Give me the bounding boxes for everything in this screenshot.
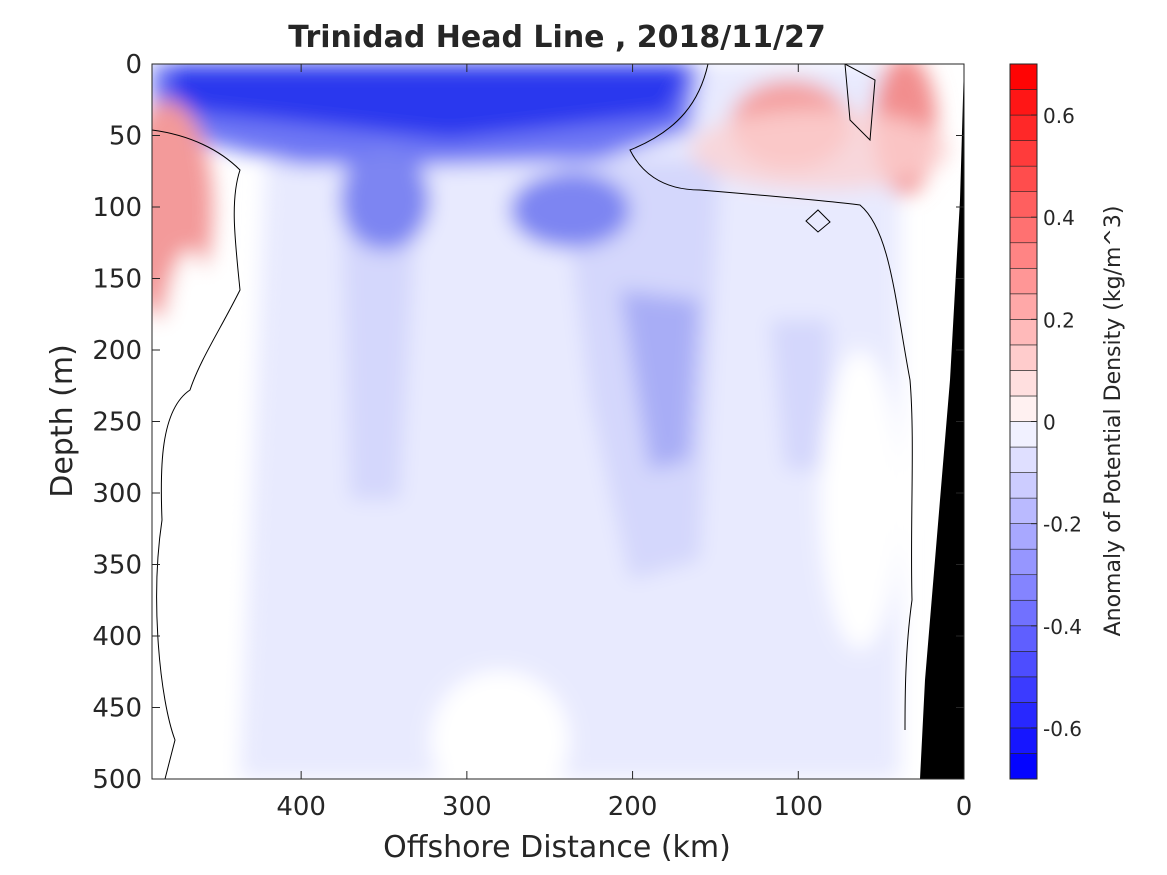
white-pocket-bottom: [430, 670, 570, 779]
colorbar-swatch: [1009, 702, 1038, 729]
y-tick-label: 200: [92, 336, 142, 366]
y-tick-label: 50: [109, 122, 142, 152]
colorbar-swatch: [1009, 651, 1038, 678]
colorbar-swatch: [1009, 216, 1038, 244]
y-tick-label: 450: [92, 694, 142, 724]
subsurface-negative-lobe-250km: [510, 172, 630, 248]
y-tick-label: 350: [92, 551, 142, 581]
colorbar-ticks: 0.6 0.4 0.2 0 -0.2 -0.4 -0.6: [1031, 104, 1082, 741]
colorbar-swatch: [1009, 293, 1038, 320]
colorbar-tick-label: 0: [1043, 411, 1056, 435]
zero-contour-cap: [844, 64, 876, 142]
y-tick-label: 400: [92, 622, 142, 652]
surface-negative-core: [170, 64, 690, 140]
zero-contour-diamond: [805, 209, 831, 233]
x-tick-label: 100: [773, 792, 823, 822]
colorbar-swatch: [1009, 242, 1038, 269]
anomaly-field: [152, 64, 964, 779]
x-axis-label: Offshore Distance (km): [383, 830, 731, 865]
x-tick-label: 300: [442, 792, 492, 822]
y-tick-label: 100: [92, 193, 142, 223]
colorbar-swatch: [1009, 114, 1038, 141]
colorbar-swatch: [1009, 63, 1038, 90]
nearshore-weak-positive: [690, 110, 950, 190]
colorbar-tick-label: -0.4: [1043, 615, 1082, 639]
y-tick-label: 300: [92, 479, 142, 509]
colorbar-swatch: [1009, 548, 1038, 576]
colorbar: [1009, 63, 1038, 780]
colorbar-swatch: [1009, 599, 1038, 627]
colorbar-tick-label: 0.4: [1043, 206, 1075, 230]
zero-contour-east: [629, 64, 913, 731]
x-tick-label: 400: [276, 792, 326, 822]
y-tick-label: 250: [92, 408, 142, 438]
colorbar-swatch: [1009, 676, 1038, 703]
y-axis-label: Depth (m): [45, 344, 80, 498]
y-tick-label: 150: [92, 265, 142, 295]
colorbar-swatch: [1009, 319, 1038, 346]
white-pocket-west: [152, 250, 230, 779]
colorbar-swatch: [1009, 625, 1038, 652]
x-tick-label: 0: [956, 792, 973, 822]
colorbar-swatch: [1009, 344, 1038, 371]
zero-contour-west: [152, 129, 241, 779]
deep-negative-column-180km: [620, 290, 700, 470]
colorbar-swatch: [1009, 497, 1038, 524]
colorbar-swatch: [1009, 191, 1038, 218]
colorbar-swatch: [1009, 370, 1038, 397]
colorbar-swatch: [1009, 395, 1038, 422]
colorbar-swatch: [1009, 753, 1038, 780]
colorbar-tick-label: 0.6: [1043, 104, 1075, 128]
colorbar-swatch: [1009, 727, 1038, 754]
x-axis: 400 300 200 100 0: [276, 64, 972, 822]
white-pocket-east: [820, 350, 900, 650]
colorbar-swatch: [1009, 421, 1038, 448]
colorbar-swatch: [1009, 574, 1038, 601]
colorbar-tick-label: -0.2: [1043, 513, 1082, 537]
chart-title: Trinidad Head Line , 2018/11/27: [288, 20, 825, 55]
colorbar-tick-label: 0.2: [1043, 308, 1075, 332]
colorbar-swatch: [1009, 165, 1038, 192]
colorbar-label: Anomaly of Potential Density (kg/m^3): [1101, 206, 1126, 637]
colorbar-swatch: [1009, 89, 1038, 116]
bathymetry: [920, 64, 964, 779]
subsurface-negative-lobe-350km: [340, 150, 430, 250]
colorbar-swatch: [1009, 523, 1038, 550]
colorbar-tick-label: -0.6: [1043, 717, 1082, 741]
x-tick-label: 200: [608, 792, 658, 822]
colorbar-swatch: [1009, 446, 1038, 473]
y-tick-label: 500: [92, 765, 142, 795]
deep-negative-column-100km: [770, 320, 830, 470]
colorbar-swatch: [1009, 472, 1038, 499]
colorbar-swatch: [1009, 267, 1038, 295]
colorbar-swatch: [1009, 140, 1038, 167]
y-axis: 0 50 100 150 200 250 300 350 400 450 500: [92, 50, 964, 795]
y-tick-label: 0: [125, 50, 142, 80]
